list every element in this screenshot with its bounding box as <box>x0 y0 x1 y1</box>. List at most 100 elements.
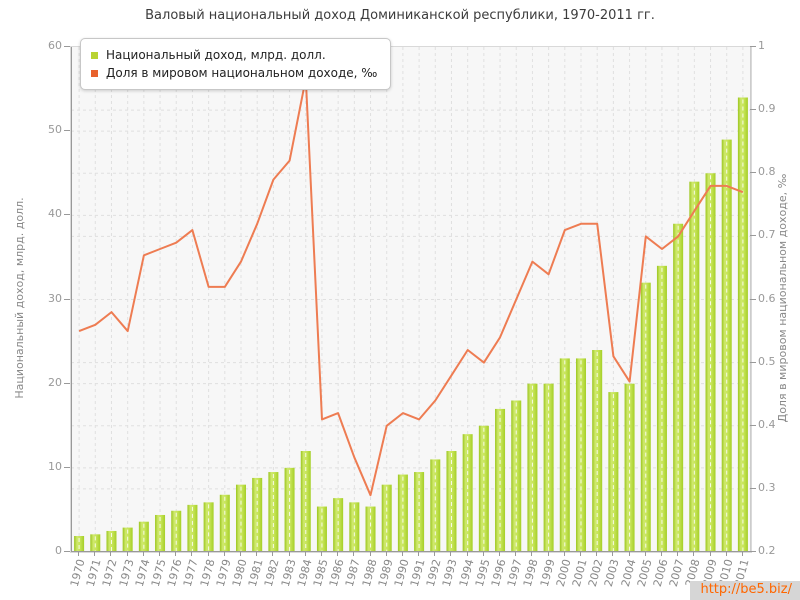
x-axis-tick-mark <box>159 552 161 556</box>
bar-1985 <box>316 506 327 552</box>
x-axis-tick-mark <box>304 552 306 556</box>
bar-1996 <box>495 408 506 552</box>
income-series-swatch-icon <box>91 51 98 59</box>
bar-1979 <box>219 494 230 552</box>
right-axis-tick-label: 0.6 <box>758 291 776 305</box>
x-axis-tick-mark <box>482 552 484 556</box>
right-axis-tick-mark <box>750 551 756 552</box>
right-axis-tick-mark <box>750 487 756 489</box>
x-axis-tick-mark <box>499 552 501 556</box>
x-axis-tick-mark <box>337 552 339 556</box>
bar-1988 <box>365 506 376 552</box>
x-axis-tick-mark <box>240 552 241 556</box>
share-series-swatch-icon <box>91 69 98 77</box>
x-axis-tick-mark <box>466 552 468 556</box>
legend-item-income-label: Национальный доход, млрд. долл. <box>106 48 326 62</box>
x-axis-tick-mark <box>741 552 743 556</box>
left-axis-tick-label: 60 <box>48 39 62 52</box>
legend: Национальный доход, млрд. долл. Доля в м… <box>80 38 392 90</box>
left-axis-tick-label: 40 <box>48 207 62 221</box>
plot-area <box>70 46 752 553</box>
share-line <box>78 77 744 497</box>
x-axis-tick-mark <box>110 552 112 556</box>
left-axis-tick-mark <box>64 298 70 300</box>
x-axis-tick-mark <box>191 552 193 556</box>
bar-1974 <box>138 521 149 552</box>
right-axis-tick-mark <box>750 298 756 300</box>
bar-1998 <box>527 383 538 552</box>
right-axis-tick-mark <box>750 361 756 363</box>
x-axis-tick-mark <box>628 552 630 556</box>
bar-2004 <box>624 383 635 552</box>
right-axis-tick-label: 1 <box>758 39 765 52</box>
bar-1983 <box>284 467 295 552</box>
right-axis-tick-label: 0.8 <box>758 165 776 179</box>
x-axis-tick-mark <box>94 552 96 556</box>
x-axis-tick-mark <box>547 552 549 556</box>
x-axis-tick-mark <box>434 552 436 556</box>
x-axis-tick-mark <box>320 552 322 556</box>
bar-1995 <box>478 425 489 552</box>
left-axis-tick-label: 10 <box>48 459 62 473</box>
right-axis-tick-mark <box>750 109 756 111</box>
x-axis-tick-mark <box>693 552 695 556</box>
right-axis-tick-label: 0.5 <box>758 354 776 368</box>
x-axis-tick-mark <box>450 552 452 556</box>
x-axis-tick-mark <box>223 552 225 556</box>
x-axis-tick-mark <box>660 552 662 556</box>
left-axis-tick-mark <box>64 214 70 216</box>
x-axis-tick-mark <box>725 552 727 556</box>
bar-1976 <box>171 510 182 552</box>
x-axis-tick-mark <box>418 552 420 556</box>
left-axis-tick-label: 30 <box>48 291 62 305</box>
left-axis-tick-mark <box>64 46 70 47</box>
x-axis-tick-mark <box>78 552 80 556</box>
right-axis-tick-label: 0.9 <box>758 102 776 116</box>
legend-item-income: Национальный доход, млрд. долл. <box>91 46 377 64</box>
right-axis-tick-label: 0.7 <box>758 228 776 242</box>
x-axis-tick-mark <box>515 552 517 556</box>
x-axis-tick-mark <box>385 552 387 556</box>
x-axis-tick-mark <box>126 552 128 556</box>
x-axis-tick-mark <box>580 552 581 556</box>
right-axis-tick-mark <box>750 46 756 47</box>
watermark-link[interactable]: http://be5.biz/ <box>690 581 800 600</box>
x-axis-tick-mark <box>401 552 403 556</box>
x-axis-tick-mark <box>272 552 274 556</box>
x-axis-tick-mark <box>612 552 614 556</box>
x-axis-tick-mark <box>709 552 711 556</box>
right-axis-tick-mark <box>750 424 756 426</box>
x-axis-tick-mark <box>677 552 679 556</box>
left-axis-tick-label: 0 <box>55 544 62 557</box>
left-axis-tick-mark <box>64 130 70 132</box>
x-axis-tick-mark <box>531 552 533 556</box>
right-axis-tick-label: 0.4 <box>758 417 776 431</box>
left-axis-tick-label: 50 <box>48 123 62 137</box>
chart-canvas <box>71 47 751 552</box>
x-axis-tick-mark <box>353 552 355 556</box>
x-axis-tick-mark <box>142 552 144 556</box>
right-axis-tick-mark <box>750 235 756 237</box>
x-axis-tick-mark <box>644 552 646 556</box>
x-axis-tick-mark <box>596 552 598 556</box>
left-axis-tick-mark <box>64 551 70 552</box>
legend-item-share-label: Доля в мировом национальном доходе, ‰ <box>106 66 378 80</box>
x-axis-tick-mark <box>288 552 290 556</box>
legend-item-share: Доля в мировом национальном доходе, ‰ <box>91 64 377 82</box>
left-axis-tick-label: 20 <box>48 375 62 389</box>
bar-1970 <box>74 536 85 552</box>
x-axis-tick-mark <box>563 552 565 556</box>
right-axis-tick-mark <box>750 172 756 174</box>
x-axis-tick-mark <box>369 552 371 556</box>
bar-1971 <box>90 534 101 552</box>
bar-2005 <box>640 282 651 552</box>
bar-2009 <box>705 173 716 552</box>
bar-1984 <box>300 451 311 552</box>
left-axis-tick-mark <box>64 466 70 468</box>
bar-1993 <box>446 451 457 552</box>
left-axis-tick-mark <box>64 382 70 384</box>
right-axis-tick-label: 0.3 <box>758 480 776 494</box>
right-axis-tick-label: 0.2 <box>758 544 776 557</box>
x-axis-tick-mark <box>256 552 258 556</box>
